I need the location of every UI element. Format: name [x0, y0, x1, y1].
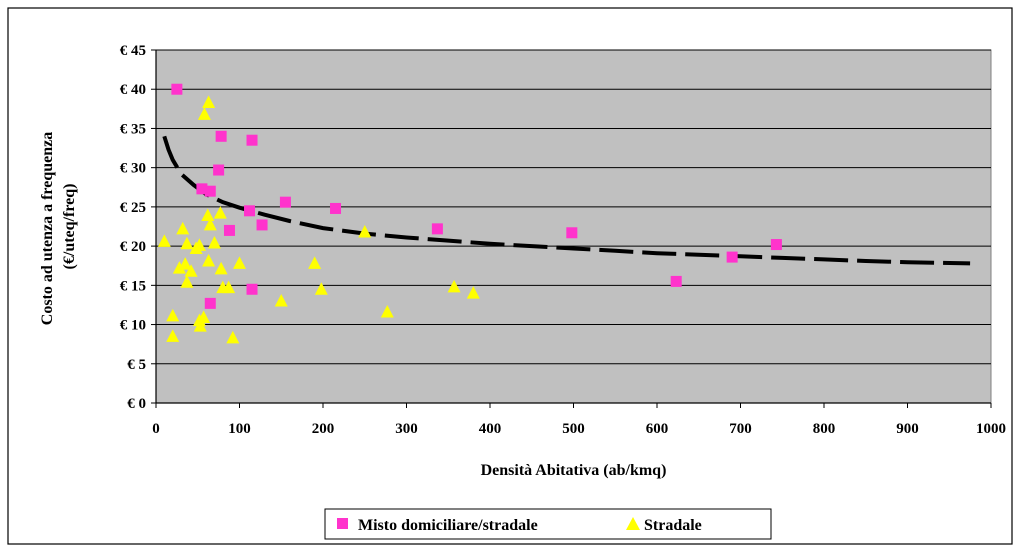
point-misto [171, 83, 183, 95]
y-tick-label: € 10 [120, 318, 146, 334]
point-misto [330, 202, 342, 214]
y-tick-label: € 35 [120, 121, 146, 137]
point-stradale [201, 208, 215, 222]
point-misto [204, 297, 216, 309]
x-tick-label: 600 [646, 421, 669, 437]
point-stradale [202, 95, 216, 109]
legend-marker-misto [337, 518, 348, 529]
y-tick-label: € 5 [127, 357, 146, 373]
point-stradale [447, 279, 461, 293]
point-stradale [202, 254, 216, 267]
point-stradale [176, 221, 190, 235]
plot-area [155, 49, 992, 404]
point-misto [244, 205, 256, 217]
y-tick-label: € 20 [120, 239, 146, 255]
point-misto [770, 239, 782, 251]
y-tick-label: € 40 [120, 82, 146, 98]
x-tick-labels: 0 100 200 300 400 500 600 700 800 900 1000 [152, 421, 1006, 437]
point-misto [726, 251, 738, 263]
legend-box [324, 508, 772, 540]
y-axis-title-line-1: Costo ad utenza a frequenza [39, 132, 56, 325]
point-misto [246, 283, 258, 295]
x-tick-label: 400 [479, 421, 502, 437]
point-misto [279, 196, 291, 208]
point-misto [256, 219, 268, 231]
x-axis-title: Densità Abitativa (ab/kmq) [481, 462, 667, 479]
x-tick-label: 1000 [976, 421, 1006, 437]
point-stradale [274, 294, 288, 307]
point-stradale [166, 308, 180, 322]
point-stradale [172, 261, 186, 274]
trendline [162, 135, 971, 266]
y-tick-label: € 45 [120, 43, 146, 59]
point-stradale [193, 319, 207, 332]
point-stradale [380, 305, 394, 318]
y-tick-label: € 15 [120, 278, 146, 294]
data-points [157, 83, 782, 344]
x-tick-label: 200 [312, 421, 335, 437]
point-stradale [358, 224, 372, 238]
point-misto [670, 275, 682, 287]
point-stradale [226, 330, 240, 344]
legend-marker-stradale [626, 517, 640, 530]
point-stradale [233, 256, 246, 269]
point-stradale [178, 257, 192, 270]
axes [151, 49, 992, 408]
y-axis-title-line-2: (€/uteq/freq) [61, 184, 78, 270]
x-tick-label: 900 [896, 421, 919, 437]
point-stradale [157, 234, 171, 247]
legend: Misto domiciliare/stradale Stradale [324, 508, 772, 540]
point-stradale [222, 280, 236, 294]
point-stradale [192, 238, 206, 251]
x-tick-label: 300 [395, 421, 418, 437]
point-stradale [308, 256, 322, 269]
point-stradale [314, 282, 328, 295]
point-misto [196, 183, 208, 195]
point-misto [215, 130, 227, 142]
point-misto [431, 223, 443, 235]
point-stradale [203, 217, 217, 231]
point-stradale [214, 261, 228, 275]
point-misto [204, 185, 216, 197]
point-misto [566, 227, 578, 239]
y-tick-label: € 30 [120, 161, 146, 177]
y-tick-label: € 25 [120, 200, 146, 216]
x-tick-label: 700 [729, 421, 752, 437]
point-stradale [213, 206, 227, 219]
y-tick-labels: € 0 € 5 € 10 € 15 € 20 € 25 € 30 € 35 € 40 € 45 [120, 43, 146, 412]
gridlines [156, 49, 991, 365]
point-stradale [166, 329, 180, 342]
y-axis-title: Costo ad utenza a frequenza (€/uteq/freq… [39, 128, 78, 325]
trendline-path [162, 135, 971, 266]
point-misto [223, 224, 235, 236]
point-stradale [207, 235, 221, 249]
point-stradale [197, 107, 211, 120]
point-misto [213, 164, 225, 176]
x-tick-label: 100 [228, 421, 251, 437]
point-stradale [197, 310, 211, 323]
x-tick-label: 800 [813, 421, 836, 437]
x-tick-label: 500 [562, 421, 585, 437]
point-misto [246, 134, 258, 146]
y-tick-label: € 0 [127, 396, 146, 412]
point-stradale [180, 236, 194, 250]
point-stradale [466, 286, 480, 299]
x-tick-label: 0 [152, 421, 160, 437]
point-stradale [184, 264, 198, 277]
legend-label-stradale: Stradale [644, 517, 702, 534]
point-stradale [180, 275, 194, 288]
legend-label-misto: Misto domiciliare/stradale [358, 517, 538, 534]
